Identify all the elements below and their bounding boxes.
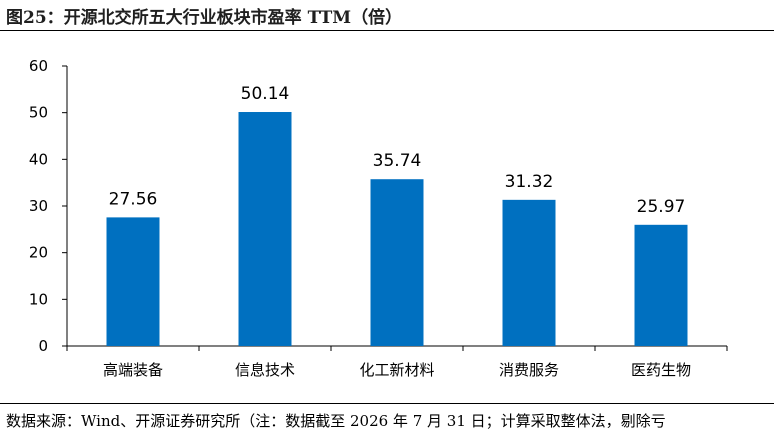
data-label: 25.97 [637,197,686,217]
y-tick-label: 0 [38,337,48,355]
x-category-label: 医药生物 [631,361,691,379]
y-tick-label: 40 [29,150,48,168]
bar [238,112,292,346]
data-label: 35.74 [373,151,422,171]
source-note: 数据来源：Wind、开源证券研究所（注：数据截至 2026 年 7 月 31 日… [6,412,666,430]
chart-labels: 27.56 高端装备 50.14 信息技术 35.74 化工新材料 31.32 消费服务 25.… [103,84,691,379]
x-category-label: 高端装备 [103,361,163,379]
y-tick-label: 10 [29,290,48,308]
y-tick-label: 20 [29,244,48,262]
y-tick-label: 60 [29,57,48,75]
source-rule [0,403,774,404]
bar [370,179,424,346]
x-category-label: 消费服务 [499,361,559,379]
bar-chart: 0 10 20 30 40 50 60 27.56 高端装备 50.14 信息技术 35.74 化工新… [29,57,728,379]
title-rule [0,30,774,31]
bar [106,217,160,346]
y-tick-label: 30 [29,197,48,215]
chart-bars [106,112,688,346]
data-label: 31.32 [505,172,554,192]
bar [502,199,556,346]
y-tick-label: 50 [29,104,48,122]
data-label: 50.14 [241,84,290,104]
bar [634,224,688,346]
x-category-label: 信息技术 [235,361,295,379]
figure-title: 图25：开源北交所五大行业板块市盈率 TTM（倍） [6,8,403,28]
chart-axes: 0 10 20 30 40 50 60 [29,57,728,355]
data-label: 27.56 [109,189,158,209]
x-category-label: 化工新材料 [359,361,434,379]
